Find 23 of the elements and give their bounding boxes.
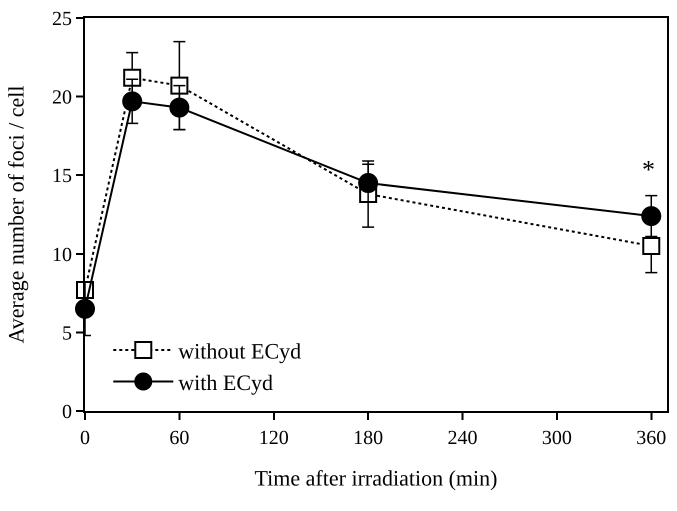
x-tick-label: 360 (636, 427, 666, 449)
y-tick-label: 15 (52, 165, 72, 188)
x-tick-label: 120 (258, 427, 289, 449)
legend-label: with ECyd (178, 370, 274, 396)
point (122, 91, 142, 112)
point (358, 173, 378, 194)
y-tick-label: 20 (52, 86, 72, 109)
annotation: * (642, 155, 655, 184)
x-axis-title: Time after irradiation (min) (254, 465, 498, 490)
x-tick-label: 240 (448, 427, 478, 449)
y-tick-label: 10 (52, 244, 72, 266)
x-tick-label: 0 (80, 427, 90, 449)
x-tick-label: 60 (169, 427, 190, 449)
legend-label: without ECyd (178, 338, 302, 364)
y-tick-label: 25 (52, 8, 72, 30)
y-axis-title: Average number of foci / cell (3, 86, 28, 344)
x-tick-label: 180 (353, 427, 384, 449)
point (169, 98, 190, 118)
y-tick-label: 5 (62, 322, 72, 344)
point (642, 236, 660, 255)
point (641, 206, 662, 226)
x-tick-label: 300 (542, 427, 572, 449)
y-tick-label: 0 (62, 401, 72, 423)
